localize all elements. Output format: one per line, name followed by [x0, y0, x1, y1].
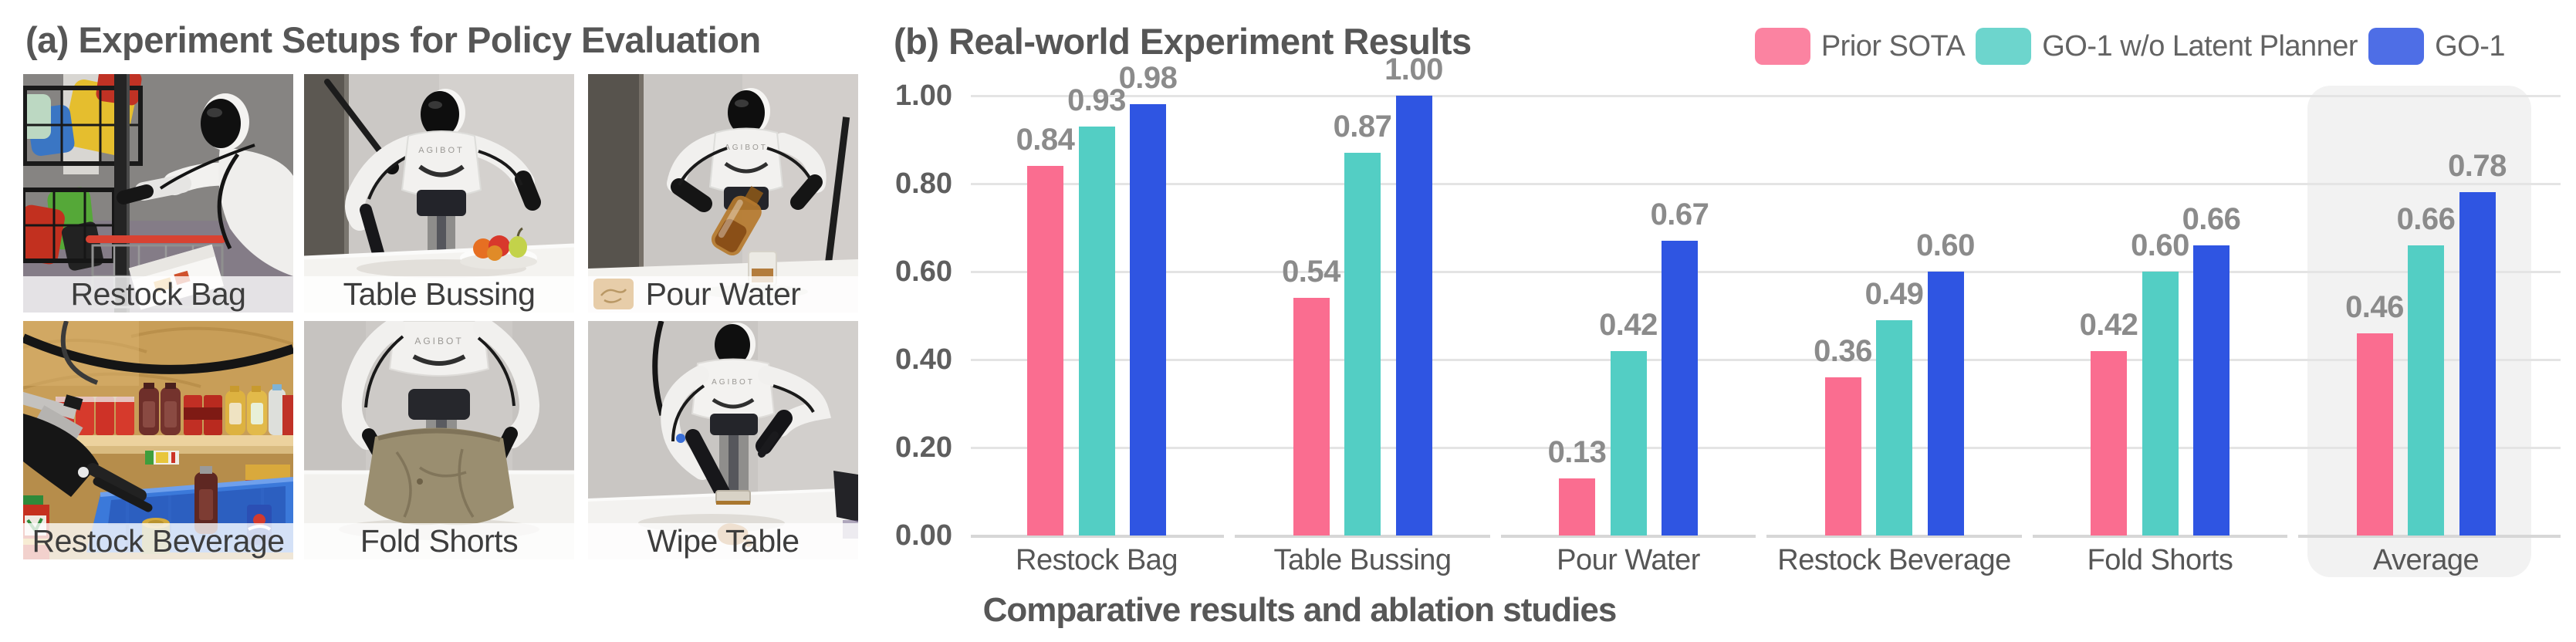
svg-text:AGIBOT: AGIBOT — [725, 144, 768, 152]
legend-item-go-1-w-o-latent-planner: GO-1 w/o Latent Planner — [1976, 28, 2358, 65]
x-axis-label-average: Average — [2372, 544, 2480, 576]
bar-value-label: 0.42 — [1599, 307, 1658, 342]
bar-prior-sota-table-bussing — [1293, 298, 1330, 536]
bar-prior-sota-fold-shorts — [2091, 350, 2127, 536]
x-axis-baseline — [1235, 535, 1490, 538]
panel-a-title: (a) Experiment Setups for Policy Evaluat… — [25, 19, 761, 60]
gridline — [971, 446, 2561, 449]
photo-tile-restock-bag: Restock Bag — [23, 74, 293, 313]
x-axis-label-restock-bag: Restock Bag — [1016, 544, 1178, 576]
x-axis-baseline — [2298, 535, 2561, 538]
bar-value-label: 0.93 — [1067, 83, 1126, 117]
bar-go-1-restock-bag — [1130, 104, 1166, 536]
svg-text:AGIBOT: AGIBOT — [418, 146, 465, 155]
x-axis-baseline — [1500, 535, 1756, 538]
bar-go-1-table-bussing — [1395, 96, 1432, 536]
photo-tile-fold-shorts: AGIBOT Fold Shorts — [304, 321, 574, 559]
bar-go-1-average — [2459, 192, 2496, 536]
gridline — [971, 94, 2561, 97]
bar-value-label: 0.84 — [1016, 123, 1075, 157]
photo-label-restock-bag: Restock Bag — [23, 276, 293, 313]
bar-value-label: 1.00 — [1384, 52, 1443, 86]
bar-value-label: 0.46 — [2345, 289, 2404, 324]
photo-label-wipe-table: Wipe Table — [588, 523, 858, 559]
legend-swatch-prior-sota — [1754, 28, 1810, 65]
x-axis-label-pour-water: Pour Water — [1557, 544, 1700, 576]
x-axis-baseline — [1766, 535, 2022, 538]
bar-go-1-w-o-latent-planner-table-bussing — [1344, 153, 1381, 536]
bar-prior-sota-restock-bag — [1027, 166, 1063, 536]
chart-legend: Prior SOTA GO-1 w/o Latent Planner GO-1 — [1754, 28, 2505, 65]
bar-go-1-w-o-latent-planner-restock-bag — [1078, 126, 1115, 536]
bar-value-label: 0.13 — [1547, 434, 1607, 469]
photo-tile-wipe-table: AGIBOT Wipe Table — [588, 321, 858, 559]
legend-item-go-1: GO-1 — [2368, 28, 2505, 65]
y-tick-label: 0.00 — [895, 519, 952, 552]
x-axis-label-restock-beverage: Restock Beverage — [1777, 544, 2011, 576]
x-axis-baseline — [971, 535, 1225, 538]
figure-caption: Comparative results and ablation studies — [982, 591, 1618, 629]
bar-value-label: 0.78 — [2448, 149, 2507, 184]
photo-label-table-bussing: Table Bussing — [304, 276, 574, 313]
x-axis-label-fold-shorts: Fold Shorts — [2087, 544, 2233, 576]
x-axis-label-table-bussing: Table Bussing — [1273, 544, 1452, 576]
bar-value-label: 0.54 — [1282, 255, 1340, 289]
y-tick-label: 0.80 — [895, 167, 952, 200]
bar-value-label: 0.87 — [1333, 110, 1392, 144]
y-tick-label: 0.20 — [895, 431, 952, 464]
legend-label: GO-1 w/o Latent Planner — [2042, 29, 2358, 63]
gridline — [971, 358, 2561, 361]
y-tick-label: 0.40 — [895, 343, 952, 376]
bar-go-1-w-o-latent-planner-restock-beverage — [1876, 319, 1912, 536]
legend-label: Prior SOTA — [1820, 29, 1966, 63]
bar-value-label: 0.98 — [1118, 61, 1178, 96]
bar-prior-sota-average — [2356, 333, 2393, 536]
gridline — [971, 270, 2561, 273]
bar-value-label: 0.42 — [2079, 307, 2138, 342]
bar-value-label: 0.36 — [1814, 333, 1872, 368]
y-tick-label: 1.00 — [895, 79, 952, 112]
bar-go-1-w-o-latent-planner-pour-water — [1610, 350, 1647, 536]
gridline — [971, 182, 2561, 185]
photo-label-pour-water: Pour Water — [588, 276, 858, 313]
brand-patch-icon — [593, 279, 634, 309]
x-axis-baseline — [2032, 535, 2288, 538]
panel-b-title: (b) Real-world Experiment Results — [894, 21, 1472, 62]
bar-go-1-w-o-latent-planner-fold-shorts — [2142, 272, 2179, 536]
bar-value-label: 0.66 — [2182, 201, 2241, 236]
bar-value-label: 0.67 — [1650, 198, 1709, 232]
svg-text:AGIBOT: AGIBOT — [414, 336, 463, 346]
y-tick-label: 0.60 — [895, 255, 952, 288]
bar-prior-sota-restock-beverage — [1824, 377, 1861, 536]
svg-text:AGIBOT: AGIBOT — [712, 378, 755, 387]
legend-label: GO-1 — [2435, 29, 2505, 63]
photo-tile-pour-water: AGIBOT Pour Water — [588, 74, 858, 313]
legend-swatch-go-1-w-o-latent-planner — [1976, 28, 2032, 65]
bar-value-label: 0.60 — [1916, 228, 1975, 262]
photo-tile-restock-beverage: Restock Beverage — [23, 321, 293, 559]
bar-go-1-restock-beverage — [1927, 272, 1964, 536]
table-bussing-photo: AGIBOT — [304, 74, 574, 313]
bar-prior-sota-pour-water — [1559, 478, 1595, 536]
photo-tile-table-bussing: AGIBOT Table Bussing — [304, 74, 574, 313]
legend-swatch-go-1 — [2368, 28, 2425, 65]
bar-value-label: 0.60 — [2131, 228, 2189, 262]
bar-go-1-fold-shorts — [2193, 245, 2229, 536]
legend-item-prior-sota: Prior SOTA — [1754, 28, 1966, 65]
bar-go-1-w-o-latent-planner-average — [2408, 245, 2444, 536]
bar-value-label: 0.49 — [1864, 276, 1924, 311]
photo-label-restock-beverage: Restock Beverage — [23, 523, 293, 559]
bar-go-1-pour-water — [1662, 241, 1698, 536]
photo-label-fold-shorts: Fold Shorts — [304, 523, 574, 559]
bar-value-label: 0.66 — [2396, 201, 2456, 236]
